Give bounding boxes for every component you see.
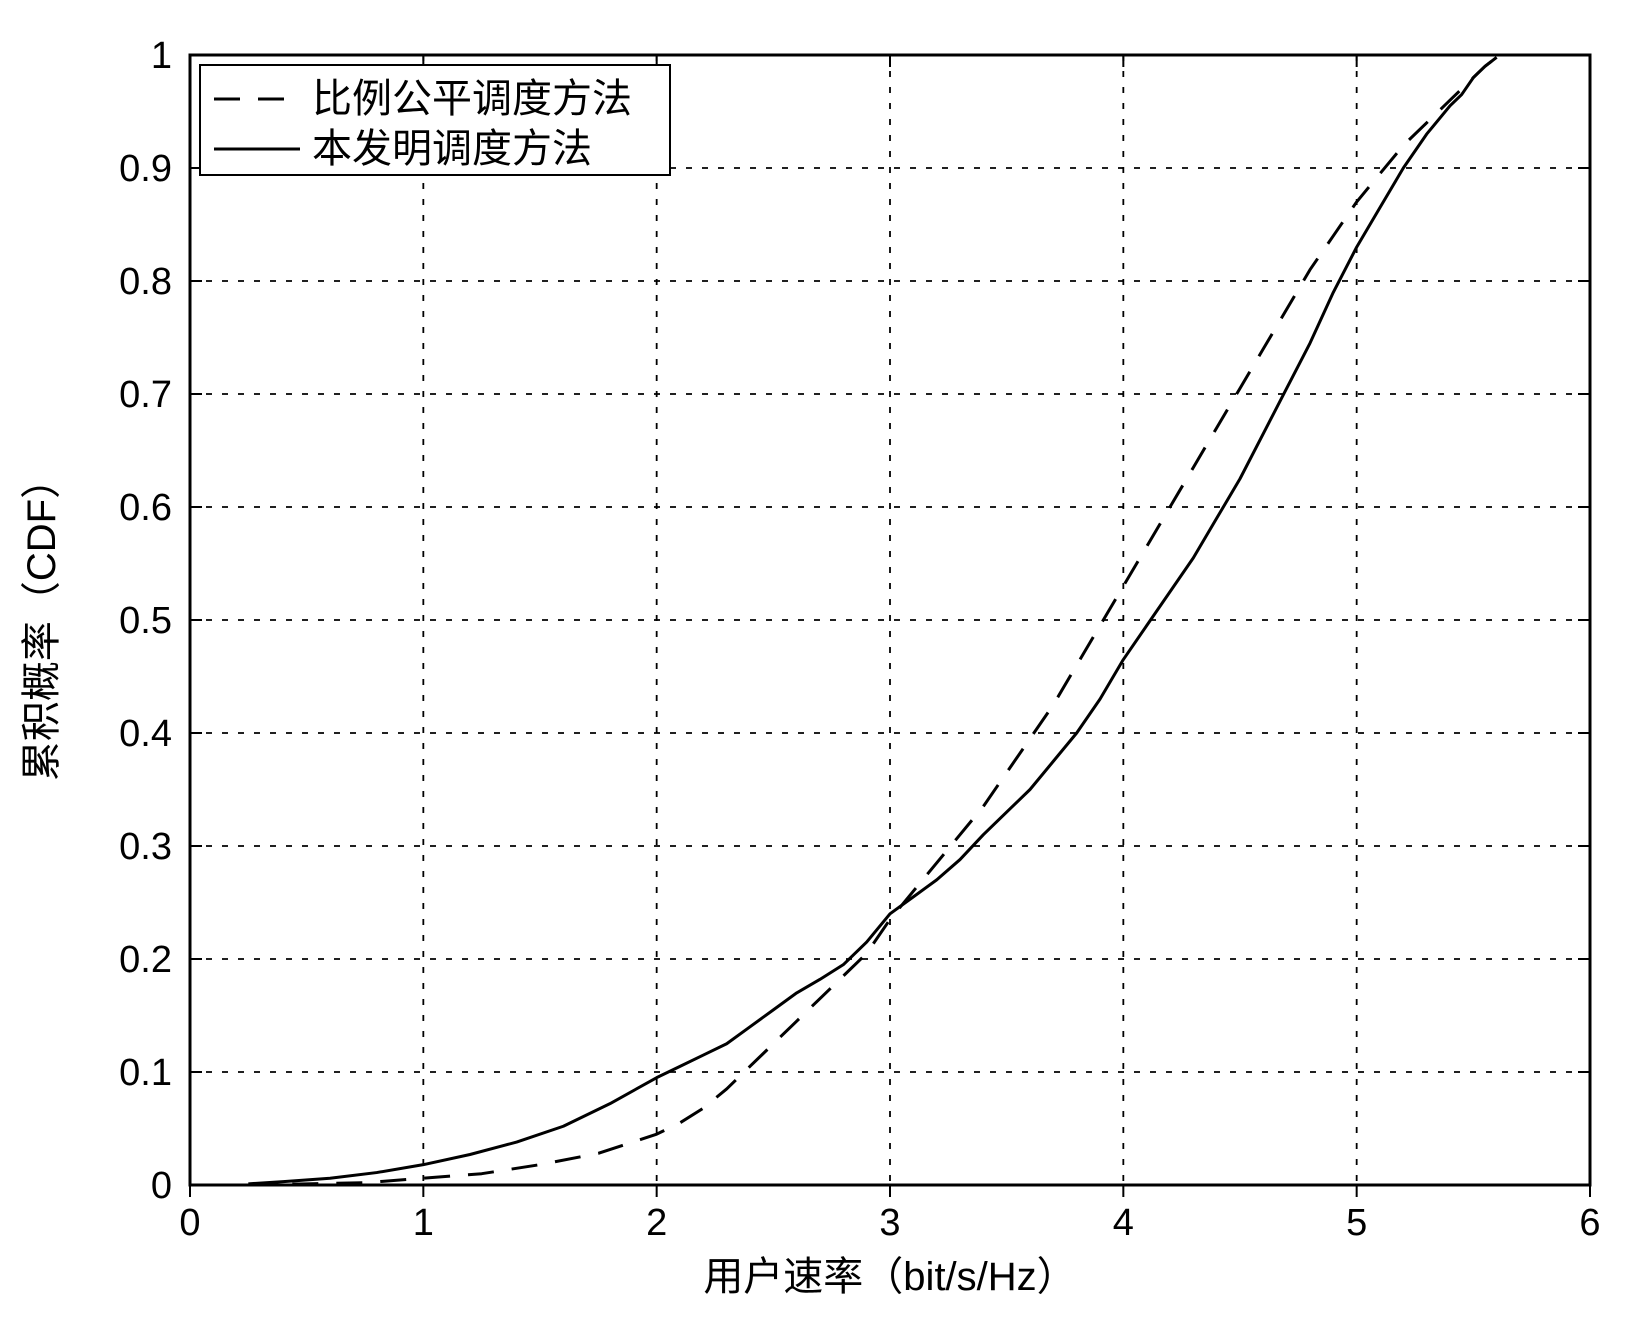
svg-text:0.3: 0.3 xyxy=(119,826,172,868)
svg-text:0.6: 0.6 xyxy=(119,487,172,529)
legend-label-0: 比例公平调度方法 xyxy=(312,77,632,121)
svg-text:0.9: 0.9 xyxy=(119,148,172,190)
cdf-chart: 0 1 2 3 4 5 6 0 0.1 0.2 0.3 0.4 0.5 0.6 0.7 0.8 0.9 1 用户速率… xyxy=(0,0,1647,1328)
svg-text:0.2: 0.2 xyxy=(119,939,172,981)
svg-text:0.1: 0.1 xyxy=(119,1052,172,1094)
svg-text:0.7: 0.7 xyxy=(119,374,172,416)
x-axis-label: 用户速率（bit/s/Hz） xyxy=(703,1255,1076,1299)
chart-svg: 0 1 2 3 4 5 6 0 0.1 0.2 0.3 0.4 0.5 0.6 0.7 0.8 0.9 1 用户速率… xyxy=(0,0,1647,1328)
svg-text:2: 2 xyxy=(646,1202,667,1244)
legend-label-1: 本发明调度方法 xyxy=(312,127,592,171)
svg-text:0: 0 xyxy=(151,1165,172,1207)
svg-text:0.8: 0.8 xyxy=(119,261,172,303)
svg-text:0: 0 xyxy=(179,1202,200,1244)
y-axis-label: 累积概率（CDF） xyxy=(20,459,64,781)
svg-text:1: 1 xyxy=(413,1202,434,1244)
svg-text:5: 5 xyxy=(1346,1202,1367,1244)
svg-text:6: 6 xyxy=(1579,1202,1600,1244)
svg-text:1: 1 xyxy=(151,35,172,77)
svg-text:0.5: 0.5 xyxy=(119,600,172,642)
svg-text:3: 3 xyxy=(879,1202,900,1244)
svg-text:4: 4 xyxy=(1113,1202,1134,1244)
svg-text:0.4: 0.4 xyxy=(119,713,172,755)
